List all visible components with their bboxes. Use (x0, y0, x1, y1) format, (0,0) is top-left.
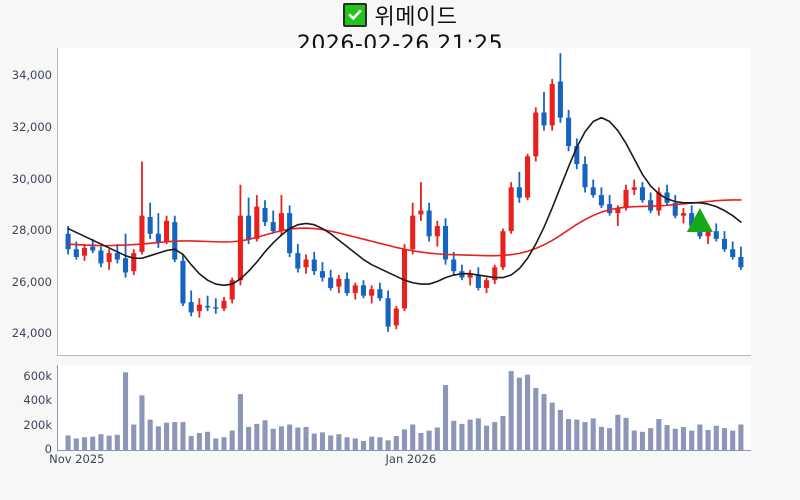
page-title: 위메이드 (374, 5, 458, 30)
checkbox-checked-icon[interactable] (342, 3, 367, 27)
volume-tick-label: 200k (23, 417, 52, 432)
volume-tick-label: 600k (23, 369, 52, 384)
price-tick-label: 28,000 (11, 223, 52, 238)
title-row: 위메이드 (0, 0, 800, 30)
price-y-axis: 34,000 32,000 30,000 28,000 26,000 24,000 (0, 48, 52, 355)
price-plot (65, 53, 744, 332)
x-tick-label: Jan 2026 (385, 452, 437, 466)
volume-tick-label: 0 (44, 442, 52, 456)
x-axis: Nov 2025 Jan 2026 (0, 452, 800, 472)
price-tick-label: 26,000 (11, 274, 52, 289)
price-tick-label: 32,000 (11, 119, 52, 134)
buy-marker-triangle[interactable] (686, 207, 713, 232)
x-tick-label: Nov 2025 (49, 452, 105, 466)
volume-chart-panel[interactable] (57, 365, 751, 451)
price-tick-label: 34,000 (11, 68, 52, 83)
volume-tick-label: 400k (23, 393, 52, 408)
price-tick-label: 24,000 (11, 326, 52, 341)
price-tick-label: 30,000 (11, 171, 52, 186)
price-chart-panel[interactable] (57, 48, 751, 356)
volume-y-axis: 600k 400k 200k 0 (0, 365, 52, 456)
volume-plot (65, 371, 744, 450)
